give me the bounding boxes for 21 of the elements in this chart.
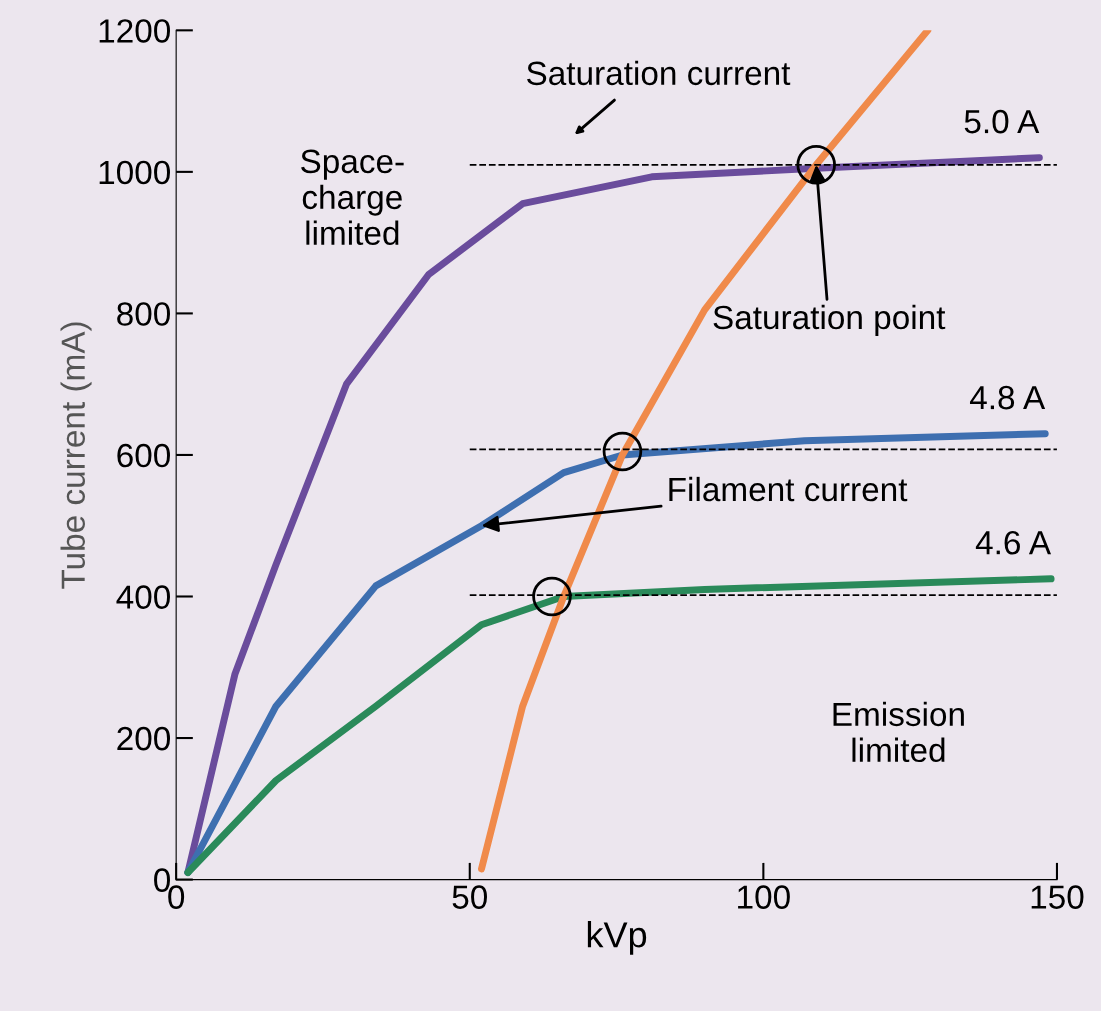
x-tick-label: 100 (738, 885, 790, 909)
y-tick-label: 400 (116, 585, 170, 609)
annotation: Emission limited (833, 701, 964, 763)
series-label: 4.6 A (975, 530, 1052, 555)
series-label: 4.8 A (969, 385, 1046, 410)
series-label: 5.0 A (964, 109, 1040, 134)
annotation: Space- charge limited (301, 149, 404, 246)
annotation: Saturation current (527, 60, 791, 86)
x-tick-label: 50 (452, 885, 487, 909)
x-tick-label: 0 (168, 885, 185, 909)
x-axis-title: kVp (587, 921, 647, 955)
y-tick-label: 0 (154, 868, 170, 892)
y-tick-label: 1200 (99, 19, 170, 43)
annotation: Filament current (669, 476, 908, 502)
x-tick-label: 150 (1031, 885, 1084, 909)
y-tick-label: 200 (117, 726, 170, 751)
annotation: Saturation point (713, 304, 946, 336)
y-axis-title: Tube current (mA) (60, 322, 92, 589)
y-tick-label: 800 (117, 302, 170, 326)
y-tick-label: 1000 (99, 160, 170, 185)
y-tick-label: 600 (117, 443, 170, 468)
